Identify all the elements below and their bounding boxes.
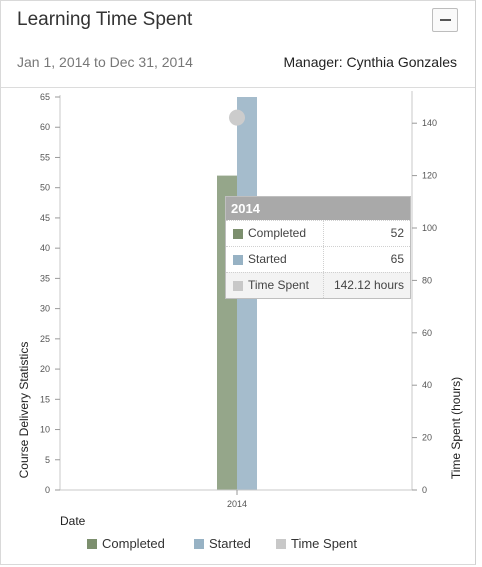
manager-label: Manager: Cynthia Gonzales (283, 54, 457, 70)
date-range: Jan 1, 2014 to Dec 31, 2014 (17, 54, 193, 70)
right-tick-label: 120 (422, 171, 437, 181)
y-axis-right-title: Time Spent (hours) (449, 377, 463, 479)
left-tick-label: 55 (40, 152, 50, 162)
legend-label: Time Spent (291, 536, 357, 551)
right-tick-label: 80 (422, 275, 432, 285)
completed-swatch (233, 229, 243, 239)
widget-title: Learning Time Spent (17, 9, 193, 30)
tooltip-row-label: Time Spent (248, 278, 309, 292)
started-swatch (233, 255, 243, 265)
left-tick-label: 20 (40, 364, 50, 374)
left-tick-label: 15 (40, 394, 50, 404)
left-tick-label: 40 (40, 243, 50, 253)
legend-swatch (87, 539, 97, 549)
left-tick-label: 65 (40, 92, 50, 102)
chart-tooltip: 2014 Completed 52 Started 65 Time Spent … (225, 196, 411, 299)
x-axis: 2014 (60, 489, 412, 509)
point-time-spent (229, 109, 245, 126)
tooltip-row: Started 65 (226, 246, 410, 272)
right-axis: 0 20 40 60 80 100 120 140 (411, 91, 437, 495)
legend-item-completed[interactable]: Completed (87, 536, 165, 551)
x-tick-label: 2014 (227, 499, 247, 509)
tooltip-row-value: 142.12 hours (333, 278, 404, 292)
header-divider (1, 87, 475, 88)
tooltip-row: Completed 52 (226, 220, 410, 246)
tooltip-row: Time Spent 142.12 hours (226, 272, 410, 298)
left-tick-label: 5 (45, 455, 50, 465)
tooltip-header: 2014 (226, 197, 410, 220)
right-tick-label: 100 (422, 223, 437, 233)
left-tick-label: 0 (45, 485, 50, 495)
collapse-button[interactable] (432, 8, 458, 32)
legend-swatch (194, 539, 204, 549)
legend-swatch (276, 539, 286, 549)
left-tick-label: 10 (40, 425, 50, 435)
left-tick-label: 50 (40, 183, 50, 193)
tooltip-row-value: 65 (390, 252, 404, 266)
tooltip-row-label: Completed (248, 226, 307, 240)
x-axis-title: Date (60, 514, 86, 528)
right-tick-label: 40 (422, 380, 432, 390)
left-tick-label: 35 (40, 273, 50, 283)
legend-item-time-spent[interactable]: Time Spent (276, 536, 357, 551)
legend-label: Completed (102, 536, 165, 551)
right-tick-label: 20 (422, 433, 432, 443)
legend-item-started[interactable]: Started (194, 536, 251, 551)
tooltip-row-label: Started (248, 252, 287, 266)
left-tick-label: 30 (40, 304, 50, 314)
minus-icon (440, 19, 451, 21)
time-spent-swatch (233, 281, 243, 291)
right-tick-label: 140 (422, 118, 437, 128)
left-tick-label: 60 (40, 122, 50, 132)
left-axis: 0 5 10 15 20 25 30 35 40 45 50 55 60 65 (40, 92, 61, 495)
left-tick-label: 45 (40, 213, 50, 223)
right-tick-label: 60 (422, 328, 432, 338)
tooltip-row-value: 52 (390, 226, 404, 240)
left-tick-label: 25 (40, 334, 50, 344)
y-axis-title: Course Delivery Statistics (17, 342, 31, 479)
legend-label: Started (209, 536, 251, 551)
right-tick-label: 0 (422, 485, 427, 495)
